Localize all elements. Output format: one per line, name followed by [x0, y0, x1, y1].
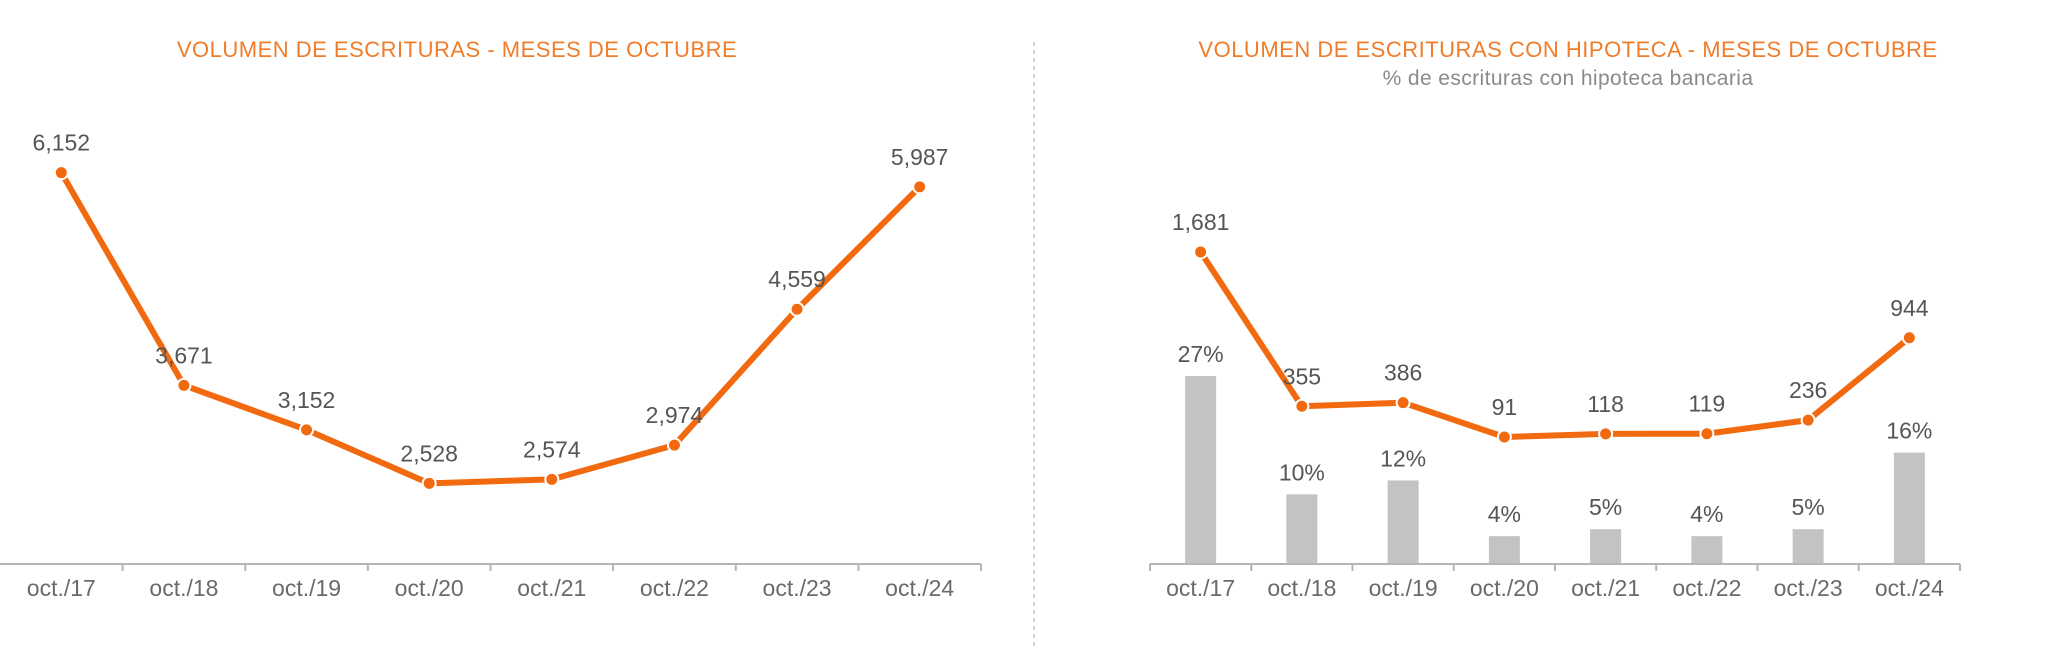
x-tick-label: oct./19	[272, 575, 341, 601]
data-point	[176, 377, 192, 393]
bar	[1488, 536, 1520, 564]
bar-label: 27%	[1178, 341, 1224, 367]
data-point	[299, 422, 315, 438]
x-tick-label: oct./17	[1166, 575, 1235, 601]
data-point	[912, 179, 928, 195]
bar-label: 12%	[1380, 445, 1426, 471]
x-tick-label: oct./20	[395, 575, 464, 601]
data-label: 5,987	[891, 144, 949, 170]
chart-2-bar-labels: 27% 10% 12% 4% 5% 4% 5% 16%	[1178, 341, 1933, 527]
x-tick-label: oct./22	[640, 575, 709, 601]
bar	[1185, 376, 1217, 564]
bar	[1691, 536, 1723, 564]
data-point	[1901, 330, 1917, 346]
x-tick-label: oct./22	[1672, 575, 1741, 601]
data-point	[421, 475, 437, 491]
data-point	[1699, 426, 1715, 442]
line-label: 1,681	[1172, 209, 1230, 235]
line-label: 91	[1492, 394, 1518, 420]
data-point	[1800, 412, 1816, 428]
series-line	[58, 169, 923, 487]
chart-2-bars	[1185, 376, 1925, 564]
x-tick-label: oct./18	[1267, 575, 1336, 601]
series-line	[1197, 249, 1913, 440]
chart-1-x-ticks	[121, 564, 982, 571]
data-point	[544, 471, 560, 487]
data-point	[1395, 395, 1411, 411]
data-label: 6,152	[33, 130, 91, 156]
chart-volumen-escrituras: VOLUMEN DE ESCRITURAS - MESES DE OCTUBRE…	[0, 37, 982, 601]
bar-label: 5%	[1589, 494, 1622, 520]
bar-label: 10%	[1279, 459, 1325, 485]
data-label: 4,559	[768, 266, 826, 292]
x-tick-label: oct./24	[885, 575, 954, 601]
line-label: 355	[1283, 363, 1321, 389]
chart-2-series-line	[1197, 249, 1913, 440]
x-tick-label: oct./24	[1875, 575, 1944, 601]
chart-2-title: VOLUMEN DE ESCRITURAS CON HIPOTECA - MES…	[1198, 37, 1937, 62]
x-tick-label: oct./21	[1571, 575, 1640, 601]
data-label: 2,574	[523, 436, 581, 462]
bar	[1286, 494, 1318, 564]
chart-2-subtitle: % de escrituras con hipoteca bancaria	[1383, 67, 1754, 90]
line-label: 944	[1890, 295, 1929, 321]
data-label: 3,671	[155, 342, 213, 368]
data-point	[53, 165, 69, 181]
x-tick-label: oct./23	[763, 575, 832, 601]
x-tick-label: oct./18	[149, 575, 218, 601]
line-label: 386	[1384, 360, 1422, 386]
bar	[1893, 452, 1925, 564]
chart-1-x-labels: oct./17 oct./18 oct./19 oct./20 oct./21 oct./…	[27, 575, 955, 601]
bar-label: 5%	[1792, 494, 1825, 520]
chart-2-points	[1193, 244, 1917, 445]
x-tick-label: oct./21	[517, 575, 586, 601]
data-label: 3,152	[278, 387, 336, 413]
data-point	[1598, 426, 1614, 442]
bar-label: 16%	[1886, 418, 1932, 444]
chart-2-x-labels: oct./17 oct./18 oct./19 oct./20 oct./21 oct./…	[1166, 575, 1944, 601]
bar	[1387, 480, 1419, 564]
bar	[1590, 529, 1622, 564]
x-tick-label: oct./20	[1470, 575, 1539, 601]
x-tick-label: oct./17	[27, 575, 96, 601]
x-tick-label: oct./23	[1774, 575, 1843, 601]
chart-1-title: VOLUMEN DE ESCRITURAS - MESES DE OCTUBRE	[177, 37, 737, 62]
chart-2-x-ticks	[1149, 564, 1961, 571]
line-label: 236	[1789, 377, 1827, 403]
chart-1-data-labels: 6,152 3,671 3,152 2,528 2,574 2,974 4,559 5,987	[33, 130, 949, 467]
line-label: 119	[1689, 391, 1726, 417]
line-label: 118	[1587, 391, 1624, 417]
data-label: 2,528	[400, 440, 458, 466]
x-tick-label: oct./19	[1369, 575, 1438, 601]
chart-1-points	[53, 165, 928, 491]
data-label: 2,974	[646, 402, 704, 428]
bar-label: 4%	[1690, 501, 1723, 527]
data-point	[1193, 244, 1209, 260]
data-point	[1496, 429, 1512, 445]
chart-1-series-line	[58, 169, 923, 487]
chart-2-line-labels: 1,681 355 386 91 118 119 236 944	[1172, 209, 1929, 420]
bar	[1792, 529, 1824, 564]
data-point	[666, 437, 682, 453]
chart-escrituras-hipoteca: VOLUMEN DE ESCRITURAS CON HIPOTECA - MES…	[1149, 37, 1961, 601]
data-point	[1294, 398, 1310, 414]
data-point	[789, 301, 805, 317]
bar-label: 4%	[1488, 501, 1521, 527]
